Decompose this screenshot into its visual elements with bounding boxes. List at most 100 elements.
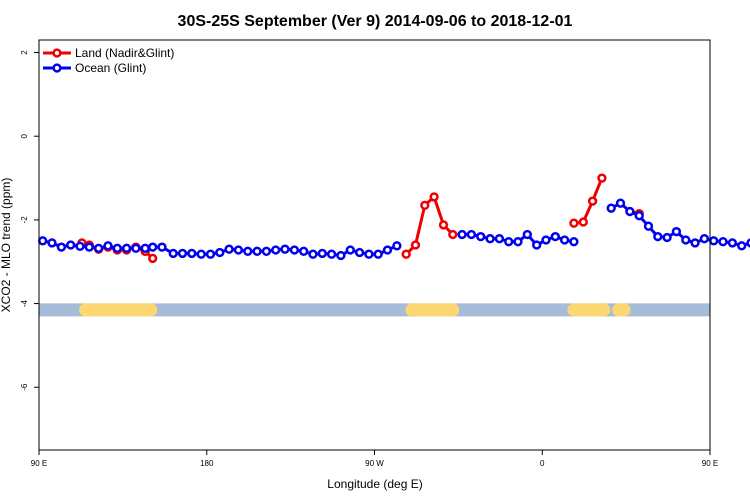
data-point-ocean: [289, 245, 300, 255]
data-point-ocean: [47, 238, 57, 248]
data-point-ocean: [252, 246, 262, 256]
data-point-ocean: [457, 229, 467, 240]
data-point-ocean: [541, 235, 551, 245]
data-point-ocean: [168, 248, 178, 259]
x-tick-label: 180: [200, 459, 214, 468]
data-point-ocean: [653, 231, 663, 242]
data-point-land: [569, 218, 579, 228]
data-point-ocean: [196, 249, 206, 259]
y-axis-label: XCO2 - MLO trend (ppm): [0, 178, 13, 313]
data-point-ocean: [121, 243, 132, 253]
y-axis: 2 0 -2 -4 -6: [20, 50, 39, 391]
data-point-ocean: [299, 246, 309, 256]
data-point-ocean: [466, 229, 477, 240]
legend: Land (Nadir&Glint)Ocean (Glint): [43, 46, 174, 75]
data-point-ocean: [559, 235, 570, 245]
series-layer: [38, 173, 750, 264]
data-point-ocean: [671, 226, 682, 237]
data-point-ocean: [513, 237, 523, 247]
data-point-ocean: [56, 242, 67, 252]
data-point-ocean: [364, 249, 374, 259]
x-axis-label: Longitude (deg E): [327, 477, 422, 491]
chart-title: 30S-25S September (Ver 9) 2014-09-06 to …: [178, 13, 573, 30]
data-point-ocean: [662, 232, 672, 243]
y-tick-label: -4: [20, 299, 29, 307]
legend-label: Land (Nadir&Glint): [75, 46, 174, 60]
data-point-land: [148, 253, 158, 264]
data-point-ocean: [485, 234, 495, 244]
data-point-ocean: [718, 237, 728, 247]
legend-marker: [52, 63, 62, 73]
data-point-ocean: [522, 229, 532, 240]
series-line-land: [573, 177, 604, 225]
data-point-land: [429, 192, 439, 202]
data-point-ocean: [354, 247, 365, 258]
data-point-ocean: [261, 246, 272, 256]
data-point-ocean: [709, 236, 719, 246]
data-point-ocean: [690, 238, 700, 248]
data-point-ocean: [308, 249, 318, 259]
data-point-land: [410, 240, 421, 250]
data-point-ocean: [615, 198, 626, 208]
data-point-ocean: [634, 211, 644, 221]
data-point-ocean: [317, 248, 327, 259]
y-tick-label: 0: [20, 133, 29, 138]
data-point-ocean: [737, 241, 747, 251]
data-point-ocean: [643, 221, 654, 231]
data-point-ocean: [75, 241, 85, 251]
data-point-ocean: [326, 249, 337, 259]
legend-marker: [52, 48, 62, 58]
data-point-ocean: [187, 248, 197, 259]
data-point-ocean: [271, 245, 281, 255]
data-point-ocean: [215, 247, 225, 258]
data-point-land: [438, 220, 449, 230]
data-point-ocean: [103, 241, 113, 251]
x-tick-label: 90 W: [365, 459, 384, 468]
data-point-ocean: [569, 237, 579, 247]
y-tick-label: 2: [20, 50, 29, 55]
data-point-land: [578, 217, 588, 227]
data-point-ocean: [243, 246, 253, 256]
data-point-ocean: [205, 249, 216, 259]
data-point-ocean: [746, 238, 750, 248]
data-point-ocean: [233, 245, 244, 255]
data-point-land: [597, 173, 607, 183]
data-point-ocean: [140, 243, 150, 253]
data-point-land: [448, 229, 458, 240]
data-point-ocean: [157, 242, 167, 252]
data-point-ocean: [177, 248, 188, 259]
data-point-ocean: [224, 244, 234, 254]
data-point-ocean: [699, 234, 710, 244]
data-point-ocean: [532, 240, 542, 250]
data-point-ocean: [38, 236, 48, 246]
x-axis: 90 E 180 90 W 0 90 E: [31, 450, 718, 468]
series-ocean: [38, 198, 750, 261]
data-point-ocean: [494, 234, 505, 244]
series-land: [77, 173, 644, 264]
data-point-ocean: [148, 242, 158, 252]
data-point-ocean: [280, 244, 290, 254]
data-point-ocean: [345, 245, 355, 255]
data-point-land: [401, 249, 411, 259]
data-point-ocean: [550, 231, 560, 242]
data-point-ocean: [84, 242, 94, 252]
data-point-ocean: [504, 237, 514, 247]
data-point-ocean: [727, 238, 738, 248]
x-tick-label: 90 E: [702, 459, 718, 468]
data-point-ocean: [681, 235, 691, 245]
data-point-ocean: [131, 243, 141, 253]
x-tick-label: 0: [540, 459, 545, 468]
data-point-land: [587, 196, 598, 206]
y-tick-label: -6: [20, 383, 29, 391]
x-tick-label: 90 E: [31, 459, 47, 468]
data-point-ocean: [336, 250, 346, 261]
data-point-ocean: [93, 243, 104, 253]
data-point-ocean: [606, 203, 616, 213]
data-point-ocean: [392, 241, 402, 251]
data-point-ocean: [66, 240, 76, 250]
y-tick-label: -2: [20, 216, 29, 224]
data-point-ocean: [112, 243, 122, 253]
data-point-ocean: [382, 245, 393, 255]
data-point-land: [420, 200, 430, 210]
data-point-ocean: [476, 231, 486, 242]
